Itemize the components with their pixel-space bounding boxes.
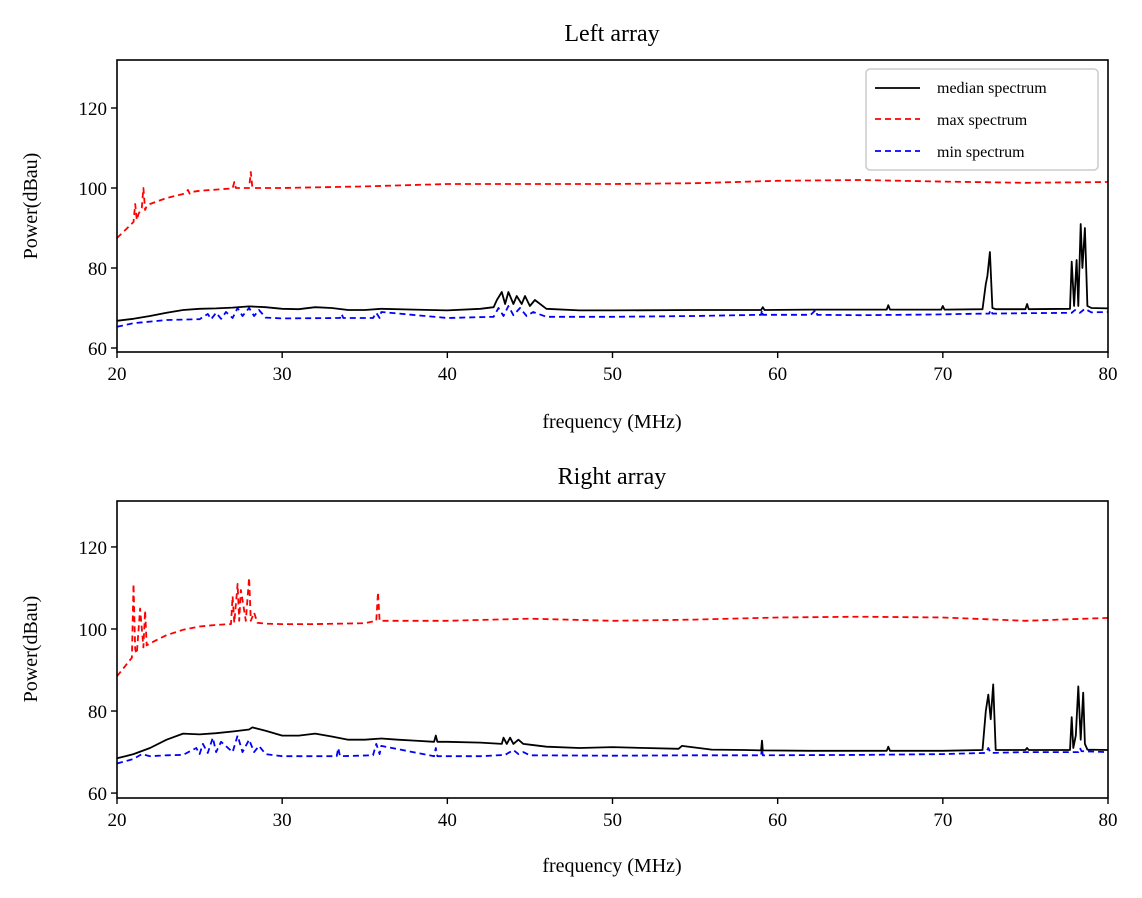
y-axis-ticks: 60 80 100 120: [79, 538, 117, 805]
series-line-median-spectrum: [116, 683, 1109, 760]
panel-right-array: Right array 20 30 40 50 60 70 80 60 80 100 120 fr…: [20, 464, 1118, 877]
x-tick-label: 20: [108, 364, 127, 385]
series-layer: [116, 171, 1109, 328]
y-tick-label: 100: [79, 179, 108, 200]
legend-box: [865, 68, 1099, 171]
legend: median spectrum max spectrum min spectru…: [865, 68, 1099, 171]
x-tick-label: 80: [1099, 810, 1118, 831]
x-tick-label: 30: [273, 810, 292, 831]
panel-left-array: Left array 20 30 40 50 60 70 80 60 80 100 120 fre…: [20, 21, 1118, 433]
chart-title: Left array: [564, 21, 659, 47]
x-axis-ticks: 20 30 40 50 60 70 80: [108, 352, 1118, 385]
y-tick-label: 60: [88, 784, 107, 805]
series-line-max-spectrum: [116, 576, 1109, 677]
y-tick-label: 120: [79, 99, 108, 120]
legend-label-max: max spectrum: [937, 112, 1028, 129]
x-tick-label: 60: [768, 364, 787, 385]
x-tick-label: 60: [768, 810, 787, 831]
x-tick-label: 50: [603, 364, 622, 385]
series-line-median-spectrum: [116, 223, 1109, 322]
x-axis-label: frequency (MHz): [542, 411, 681, 433]
chart-title: Right array: [558, 464, 667, 490]
x-axis-ticks: 20 30 40 50 60 70 80: [108, 798, 1118, 831]
legend-label-min: min spectrum: [937, 144, 1025, 161]
y-tick-label: 100: [79, 620, 108, 641]
x-tick-label: 70: [933, 364, 952, 385]
legend-label-median: median spectrum: [937, 80, 1047, 97]
y-tick-label: 60: [88, 339, 107, 360]
series-line-min-spectrum: [116, 734, 1109, 765]
series-line-min-spectrum: [116, 305, 1109, 328]
x-tick-label: 50: [603, 810, 622, 831]
x-tick-label: 30: [273, 364, 292, 385]
x-tick-label: 40: [438, 364, 457, 385]
series-layer: [116, 576, 1109, 765]
y-tick-label: 80: [88, 702, 107, 723]
x-axis-label: frequency (MHz): [542, 855, 681, 877]
series-line-max-spectrum: [116, 171, 1109, 239]
x-tick-label: 40: [438, 810, 457, 831]
x-tick-label: 20: [108, 810, 127, 831]
y-axis-label: Power(dBau): [20, 596, 42, 703]
y-axis-label: Power(dBau): [20, 153, 42, 260]
x-tick-label: 70: [933, 810, 952, 831]
y-tick-label: 80: [88, 259, 107, 280]
x-tick-label: 80: [1099, 364, 1118, 385]
y-axis-ticks: 60 80 100 120: [79, 99, 117, 360]
y-tick-label: 120: [79, 538, 108, 559]
